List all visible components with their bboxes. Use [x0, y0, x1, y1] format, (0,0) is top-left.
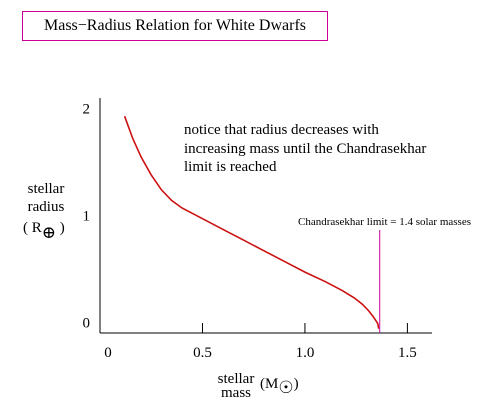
x-axis-title-line-2: mass [221, 385, 251, 401]
y-tick-label: 2 [83, 102, 91, 118]
x-axis-title-line-1: stellar [218, 371, 255, 387]
chandrasekhar-limit-label: Chandrasekhar limit = 1.4 solar masses [298, 216, 471, 228]
annotation-line-3: limit is reached [184, 159, 277, 175]
y-tick-label: 1 [83, 209, 91, 225]
y-axis-title-line-2: radius [28, 199, 65, 215]
mass-radius-curve [123, 115, 380, 329]
x-axis-unit: (M☉) [260, 376, 299, 397]
annotation-line-1: notice that radius decreases with [184, 122, 379, 138]
x-tick-label: 1.0 [296, 345, 315, 361]
chart-title: Mass−Radius Relation for White Dwarfs [22, 11, 328, 41]
y-axis-unit: ( R⊕ ) [23, 220, 65, 242]
x-tick-label: 0.5 [193, 345, 212, 361]
x-tick-label: 0 [104, 345, 112, 361]
x-tick-label: 1.5 [398, 345, 417, 361]
annotation-line-2: increasing mass until the Chandrasekhar [184, 141, 426, 157]
y-tick-label: 0 [83, 315, 91, 331]
y-axis-title-line-1: stellar [28, 181, 65, 197]
